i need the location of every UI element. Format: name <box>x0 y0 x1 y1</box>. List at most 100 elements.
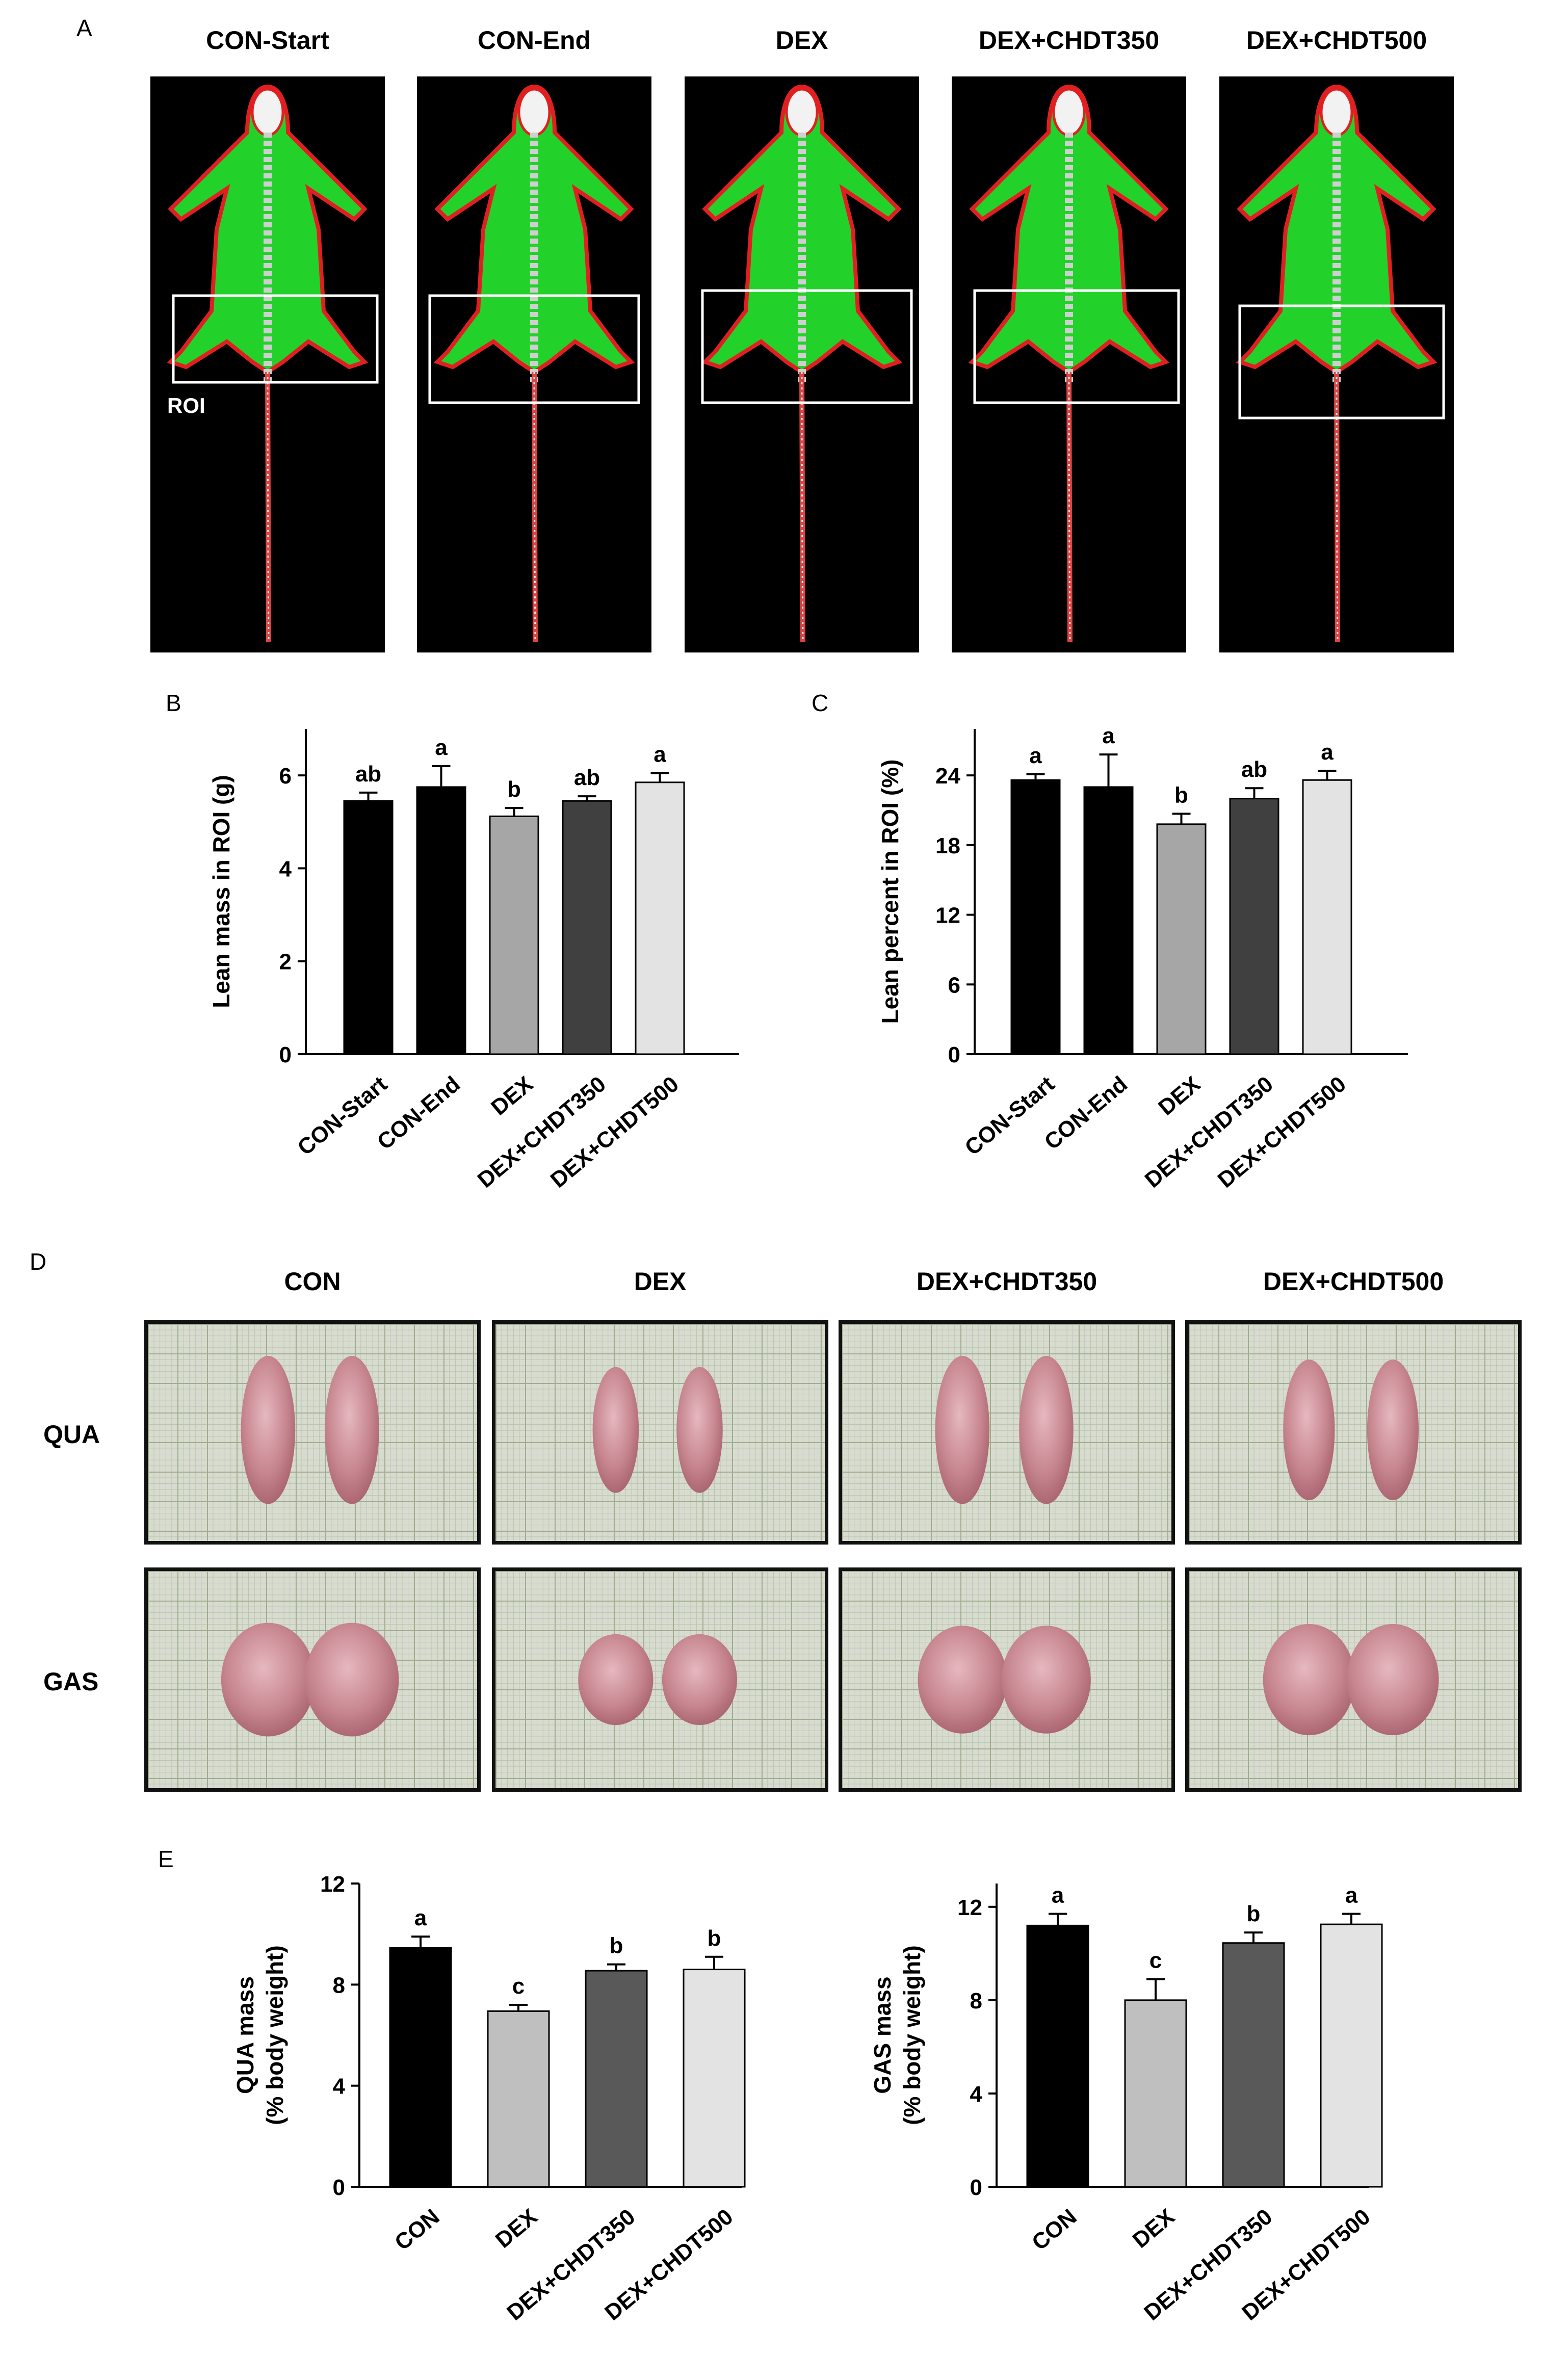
y-tick-label: 8 <box>333 1973 345 1998</box>
roi-box <box>428 294 640 404</box>
gastrocnemius-muscle <box>1002 1626 1091 1734</box>
bar <box>1026 1924 1089 2188</box>
bar <box>562 800 612 1055</box>
gastrocnemius-muscle <box>1347 1624 1439 1736</box>
roi-label: ROI <box>167 394 205 417</box>
quadriceps-muscle <box>676 1367 723 1493</box>
photo-qua-dex-chdt350 <box>839 1320 1175 1545</box>
significance-label: a <box>435 735 448 760</box>
quadriceps-muscle <box>241 1355 296 1504</box>
significance-label: b <box>610 1933 623 1958</box>
photo-gas-dex-chdt350 <box>839 1567 1175 1792</box>
scan-title-dex: DEX <box>775 26 828 55</box>
significance-label: b <box>708 1926 721 1951</box>
mouse-scan-con-start <box>150 76 385 652</box>
photo-col-dex: DEX <box>634 1267 687 1296</box>
significance-label: a <box>1029 743 1042 768</box>
bar <box>389 1947 452 2188</box>
significance-label: a <box>1321 740 1334 765</box>
y-axis-title: (% body weight) <box>262 1945 288 2125</box>
y-tick-label: 24 <box>935 764 960 789</box>
gastrocnemius-muscle <box>221 1623 315 1737</box>
mouse-body <box>701 84 903 643</box>
photo-col-dex-chdt350: DEX+CHDT350 <box>916 1267 1097 1296</box>
scan-title-con-start: CON-Start <box>206 26 329 55</box>
quadriceps-muscle <box>1367 1359 1419 1501</box>
quadriceps-muscle <box>1019 1355 1074 1504</box>
significance-label: b <box>1174 782 1188 807</box>
significance-label: b <box>507 777 521 802</box>
roi-box <box>973 289 1180 404</box>
significance-label: a <box>1345 1883 1358 1908</box>
mouse-scan-dex <box>685 76 919 652</box>
y-axis-title: (% body weight) <box>899 1945 925 2125</box>
y-tick-label: 12 <box>957 1895 982 1920</box>
photo-gas-dex-chdt500 <box>1185 1567 1522 1792</box>
mouse-scan-dex-chdt500 <box>1219 76 1454 652</box>
significance-label: ab <box>1241 757 1267 782</box>
mouse-body <box>433 84 635 643</box>
y-tick-label: 4 <box>279 856 292 881</box>
significance-label: a <box>1102 723 1115 748</box>
category-label: CON <box>1027 2204 1081 2255</box>
gastrocnemius-muscle <box>578 1634 654 1725</box>
gastrocnemius-muscle <box>305 1623 399 1737</box>
photo-col-dex-chdt500: DEX+CHDT500 <box>1263 1267 1444 1296</box>
panel-label-e: E <box>158 1846 174 1872</box>
photo-qua-dex <box>492 1320 828 1545</box>
mouse-scan-con-end <box>417 76 651 652</box>
y-tick-label: 6 <box>279 764 292 789</box>
scan-title-dex-chdt500: DEX+CHDT500 <box>1246 26 1427 55</box>
mouse-scan-dex-chdt350 <box>952 76 1186 652</box>
y-axis-title: Lean mass in ROI (g) <box>208 775 234 1008</box>
y-tick-label: 0 <box>970 2175 982 2200</box>
scan-title-con-end: CON-End <box>477 26 591 55</box>
panel-label-a: A <box>76 15 92 41</box>
quadriceps-muscle <box>325 1355 379 1504</box>
panel-label-d: D <box>30 1248 47 1275</box>
significance-label: ab <box>574 765 600 790</box>
y-tick-label: 6 <box>948 973 960 998</box>
photo-qua-dex-chdt500 <box>1185 1320 1522 1545</box>
quadriceps-muscle <box>935 1355 990 1504</box>
bar <box>1156 823 1207 1055</box>
bar <box>343 800 394 1055</box>
significance-label: a <box>1052 1883 1064 1908</box>
mouse-body <box>968 84 1170 643</box>
panel-label-b: B <box>166 690 181 716</box>
panel-label-c: C <box>812 690 829 716</box>
y-tick-label: 12 <box>935 903 960 928</box>
bar <box>416 786 466 1055</box>
y-tick-label: 12 <box>320 1872 345 1897</box>
y-tick-label: 0 <box>948 1042 960 1067</box>
gastrocnemius-muscle <box>1263 1624 1355 1736</box>
y-tick-label: 0 <box>279 1042 292 1067</box>
photo-qua-con <box>144 1320 481 1545</box>
significance-label: a <box>414 1905 427 1930</box>
significance-label: c <box>1149 1948 1162 1973</box>
y-axis-title: QUA mass <box>232 1976 258 2094</box>
y-tick-label: 4 <box>970 2082 983 2107</box>
y-axis-title: GAS mass <box>869 1976 896 2094</box>
quadriceps-muscle <box>592 1367 639 1493</box>
bar <box>1320 1923 1383 2188</box>
y-tick-label: 2 <box>279 950 292 975</box>
gastrocnemius-muscle <box>662 1634 738 1725</box>
bar <box>1229 798 1279 1055</box>
bar <box>585 1970 648 2188</box>
y-tick-label: 18 <box>935 833 960 858</box>
row-label-gas: GAS <box>43 1667 99 1696</box>
row-label-qua: QUA <box>43 1420 100 1449</box>
category-label: DEX <box>1128 2204 1180 2253</box>
scan-title-dex-chdt350: DEX+CHDT350 <box>978 26 1160 55</box>
gastrocnemius-muscle <box>918 1626 1007 1734</box>
mouse-body <box>1236 84 1438 643</box>
photo-gas-dex <box>492 1567 828 1792</box>
bar <box>1222 1942 1285 2188</box>
y-tick-label: 8 <box>970 1989 982 2013</box>
significance-label: a <box>654 742 666 767</box>
roi-box <box>1238 304 1445 420</box>
bar <box>1124 1999 1187 2188</box>
y-tick-label: 0 <box>333 2175 345 2200</box>
bar <box>1010 779 1061 1055</box>
